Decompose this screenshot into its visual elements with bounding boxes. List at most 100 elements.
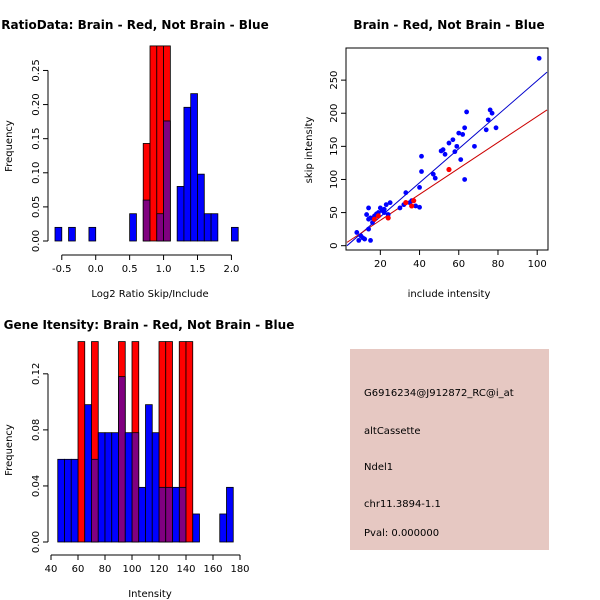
scatter-point-blue bbox=[450, 137, 456, 143]
scatter-point-blue bbox=[354, 230, 360, 235]
gene-intensity-bar-red bbox=[185, 341, 194, 543]
info-pval: Pval: 0.000000 bbox=[364, 528, 439, 539]
ratio-histogram-xlabel: Log2 Ratio Skip/Include bbox=[91, 289, 208, 300]
gene-intensity-x-tick-label: 100 bbox=[122, 564, 141, 575]
ratio-histogram-bar-blue bbox=[231, 226, 239, 242]
ratio-histogram-y-tick-label: 0.00 bbox=[31, 230, 42, 252]
ratio-histogram-bar-overlap bbox=[163, 120, 171, 242]
scatter-point-blue bbox=[381, 206, 387, 212]
ratio-histogram-bar-blue bbox=[129, 213, 137, 242]
scatter-point-blue bbox=[362, 236, 368, 242]
info-probe-id: G6916234@J912872_RC@i_at bbox=[364, 388, 514, 399]
ratio-histogram-y-tick-label: 0.20 bbox=[31, 93, 42, 115]
gene-intensity-bar-overlap bbox=[165, 486, 173, 543]
gene-intensity-x-tick-label: 140 bbox=[176, 564, 195, 575]
ratio-histogram-y-tick-label: 0.15 bbox=[31, 128, 42, 150]
info-event-type: altCassette bbox=[364, 426, 421, 437]
gene-intensity-xlabel: Intensity bbox=[128, 589, 172, 600]
gene-intensity-y-tick-label: 0.00 bbox=[31, 531, 42, 553]
gene-intensity-bar-blue bbox=[124, 432, 133, 543]
gene-intensity-bar-blue bbox=[138, 486, 146, 543]
ratio-histogram-bar-blue bbox=[88, 226, 97, 242]
ratio-histogram-ylabel: Frequency bbox=[4, 120, 15, 172]
gene-intensity-y-tick-label: 0.08 bbox=[31, 419, 42, 441]
info-panel-background bbox=[350, 349, 549, 550]
intensity-scatter-y-tick-label: 100 bbox=[329, 170, 340, 189]
scatter-point-blue bbox=[364, 212, 370, 217]
ratio-histogram-axes: -0.5 0.0 0.5 1.0 1.5 2.0 0.00 0.05 0.10 0.15 0.20 0… bbox=[31, 59, 239, 275]
scatter-point-blue bbox=[536, 55, 542, 61]
intensity-scatter-y-tick-label: 0 bbox=[329, 243, 340, 249]
info-location: chr11.3894-1.1 bbox=[364, 499, 441, 510]
gene-intensity-bar-blue bbox=[172, 486, 180, 543]
intensity-scatter-y-tick-label: 50 bbox=[329, 206, 340, 219]
intensity-scatter-y-tick-label: 200 bbox=[329, 104, 340, 123]
gene-intensity-bars bbox=[57, 341, 234, 543]
gene-intensity-axes: 40 60 80 100 120 140 160 180 0.00 0.04 0.08 0.12 bbox=[31, 363, 250, 575]
gene-intensity-x-tick-label: 40 bbox=[45, 564, 58, 575]
scatter-point-blue bbox=[493, 125, 499, 131]
intensity-scatter-y-tick-label: 250 bbox=[329, 71, 340, 90]
scatter-point-blue bbox=[381, 210, 387, 215]
ratio-histogram-bar-overlap bbox=[156, 213, 164, 242]
scatter-point-blue bbox=[430, 171, 436, 177]
gene-intensity-title: Gene Itensity: Brain - Red, Not Brain - … bbox=[4, 318, 295, 332]
scatter-point-blue bbox=[442, 151, 448, 157]
scatter-point-blue bbox=[483, 127, 489, 133]
scatter-point-red bbox=[403, 200, 409, 206]
gene-intensity-bar-blue bbox=[104, 432, 113, 543]
gene-intensity-bar-blue bbox=[192, 513, 200, 543]
scatter-point-blue bbox=[417, 204, 422, 210]
gene-intensity-bar-blue bbox=[97, 432, 106, 543]
gene-intensity-bar-blue bbox=[226, 486, 234, 543]
gene-intensity-y-tick-label: 0.04 bbox=[31, 475, 42, 497]
ratio-histogram-x-tick-label: 1.0 bbox=[156, 264, 172, 275]
scatter-point-blue bbox=[440, 147, 446, 153]
ratio-histogram-bar-blue bbox=[210, 213, 219, 242]
gene-intensity-x-tick-label: 160 bbox=[203, 564, 222, 575]
scatter-point-red bbox=[446, 166, 452, 173]
scatter-point-blue bbox=[387, 200, 393, 206]
gene-intensity-bar-blue bbox=[219, 513, 227, 543]
scatter-point-blue bbox=[458, 157, 464, 162]
scatter-point-blue bbox=[403, 190, 409, 196]
scatter-point-blue bbox=[368, 215, 373, 221]
gene-intensity-bar-blue bbox=[111, 432, 119, 543]
ratio-histogram-bar-blue bbox=[190, 93, 198, 242]
scatter-point-blue bbox=[432, 175, 438, 181]
scatter-point-red bbox=[411, 198, 417, 204]
intensity-scatter-ylabel: skip intensity bbox=[304, 117, 315, 184]
ratio-histogram-bar-blue bbox=[203, 213, 212, 242]
scatter-point-blue bbox=[366, 226, 371, 232]
scatter-point-blue bbox=[419, 169, 424, 174]
intensity-scatter-x-tick-label: 60 bbox=[452, 259, 465, 270]
gene-intensity-bar-overlap bbox=[158, 486, 167, 543]
scatter-point-blue bbox=[452, 149, 458, 155]
ratio-histogram-x-tick-label: 1.5 bbox=[190, 264, 206, 275]
ratio-histogram-y-tick-label: 0.10 bbox=[31, 162, 42, 184]
intensity-scatter-axes: 20 40 60 80 100 0 50 100 150 200 250 bbox=[329, 71, 547, 270]
gene-intensity-panel: Gene Itensity: Brain - Red, Not Brain - … bbox=[4, 318, 295, 600]
ratio-histogram-x-tick-label: 0.0 bbox=[88, 264, 104, 275]
intensity-scatter-x-tick-label: 100 bbox=[528, 259, 547, 270]
intensity-scatter-x-tick-label: 20 bbox=[374, 259, 387, 270]
gene-intensity-ylabel: Frequency bbox=[4, 424, 15, 476]
scatter-point-blue bbox=[454, 143, 460, 149]
ratio-histogram-x-tick-label: -0.5 bbox=[52, 264, 72, 275]
scatter-point-blue bbox=[472, 143, 477, 149]
ratio-histogram-y-tick-label: 0.05 bbox=[31, 196, 42, 218]
ratio-histogram-bar-overlap bbox=[142, 199, 151, 242]
scatter-point-blue bbox=[464, 109, 470, 115]
gene-intensity-bar-overlap bbox=[131, 432, 140, 543]
scatter-point-red bbox=[375, 213, 381, 219]
ratio-histogram-y-tick-label: 0.25 bbox=[31, 59, 42, 81]
gene-intensity-bar-overlap bbox=[178, 486, 187, 543]
ratio-histogram-x-tick-label: 2.0 bbox=[223, 264, 239, 275]
intensity-scatter-xlabel: include intensity bbox=[408, 289, 491, 300]
intensity-scatter-title: Brain - Red, Not Brain - Blue bbox=[353, 18, 544, 32]
gene-intensity-x-tick-label: 60 bbox=[72, 564, 85, 575]
scatter-point-blue bbox=[489, 110, 495, 116]
scatter-point-red bbox=[371, 216, 378, 222]
info-gene-name: Ndel1 bbox=[364, 462, 393, 473]
